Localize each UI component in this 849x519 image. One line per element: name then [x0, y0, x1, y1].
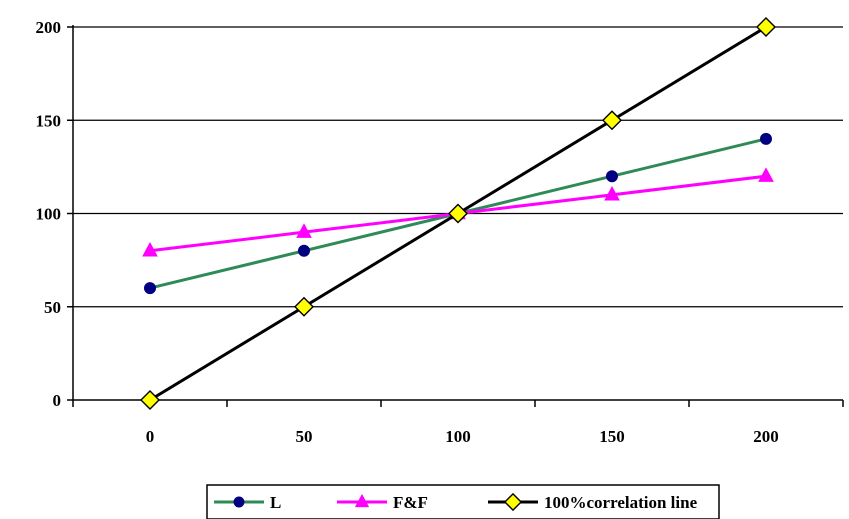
legend-label: 100%correlation line — [544, 493, 698, 512]
data-point — [294, 296, 314, 317]
data-point — [296, 223, 312, 238]
y-tick-label: 100 — [36, 205, 62, 224]
x-tick-label: 100 — [445, 427, 471, 446]
series-2 — [140, 17, 776, 410]
y-tick-label: 150 — [36, 111, 62, 130]
data-point — [756, 17, 776, 37]
data-point — [144, 282, 156, 295]
data-point — [606, 170, 618, 183]
x-tick-label: 0 — [146, 427, 155, 446]
legend-box — [206, 484, 720, 519]
legend-label: F&F — [393, 493, 428, 512]
x-tick-label: 50 — [296, 427, 313, 446]
legend-label: L — [270, 493, 281, 512]
axes: 0 50 100 150 200 0 50 100 150 200 — [36, 18, 844, 446]
legend-entry-2: 100%correlation line — [488, 492, 698, 512]
data-point — [602, 110, 622, 131]
legend-swatch-marker — [354, 493, 370, 508]
y-tick-label: 50 — [44, 298, 61, 317]
data-point — [758, 167, 774, 182]
x-tick-label: 200 — [753, 427, 779, 446]
series-group — [140, 17, 776, 410]
legend-entry-0: L — [214, 493, 281, 512]
y-tick-label: 0 — [53, 391, 62, 410]
y-tick-label: 200 — [36, 18, 62, 37]
legend-swatch-marker — [503, 492, 523, 512]
legend-entry-1: F&F — [337, 493, 428, 512]
data-point — [604, 185, 620, 201]
data-point — [142, 241, 158, 257]
data-point — [760, 132, 772, 145]
x-tick-label: 150 — [599, 427, 625, 446]
data-point — [448, 203, 468, 224]
data-point — [140, 390, 160, 410]
data-point — [298, 244, 310, 257]
gridlines — [73, 26, 843, 308]
legend: L F&F 100%correlation line — [206, 484, 720, 519]
legend-swatch-marker — [233, 496, 245, 508]
